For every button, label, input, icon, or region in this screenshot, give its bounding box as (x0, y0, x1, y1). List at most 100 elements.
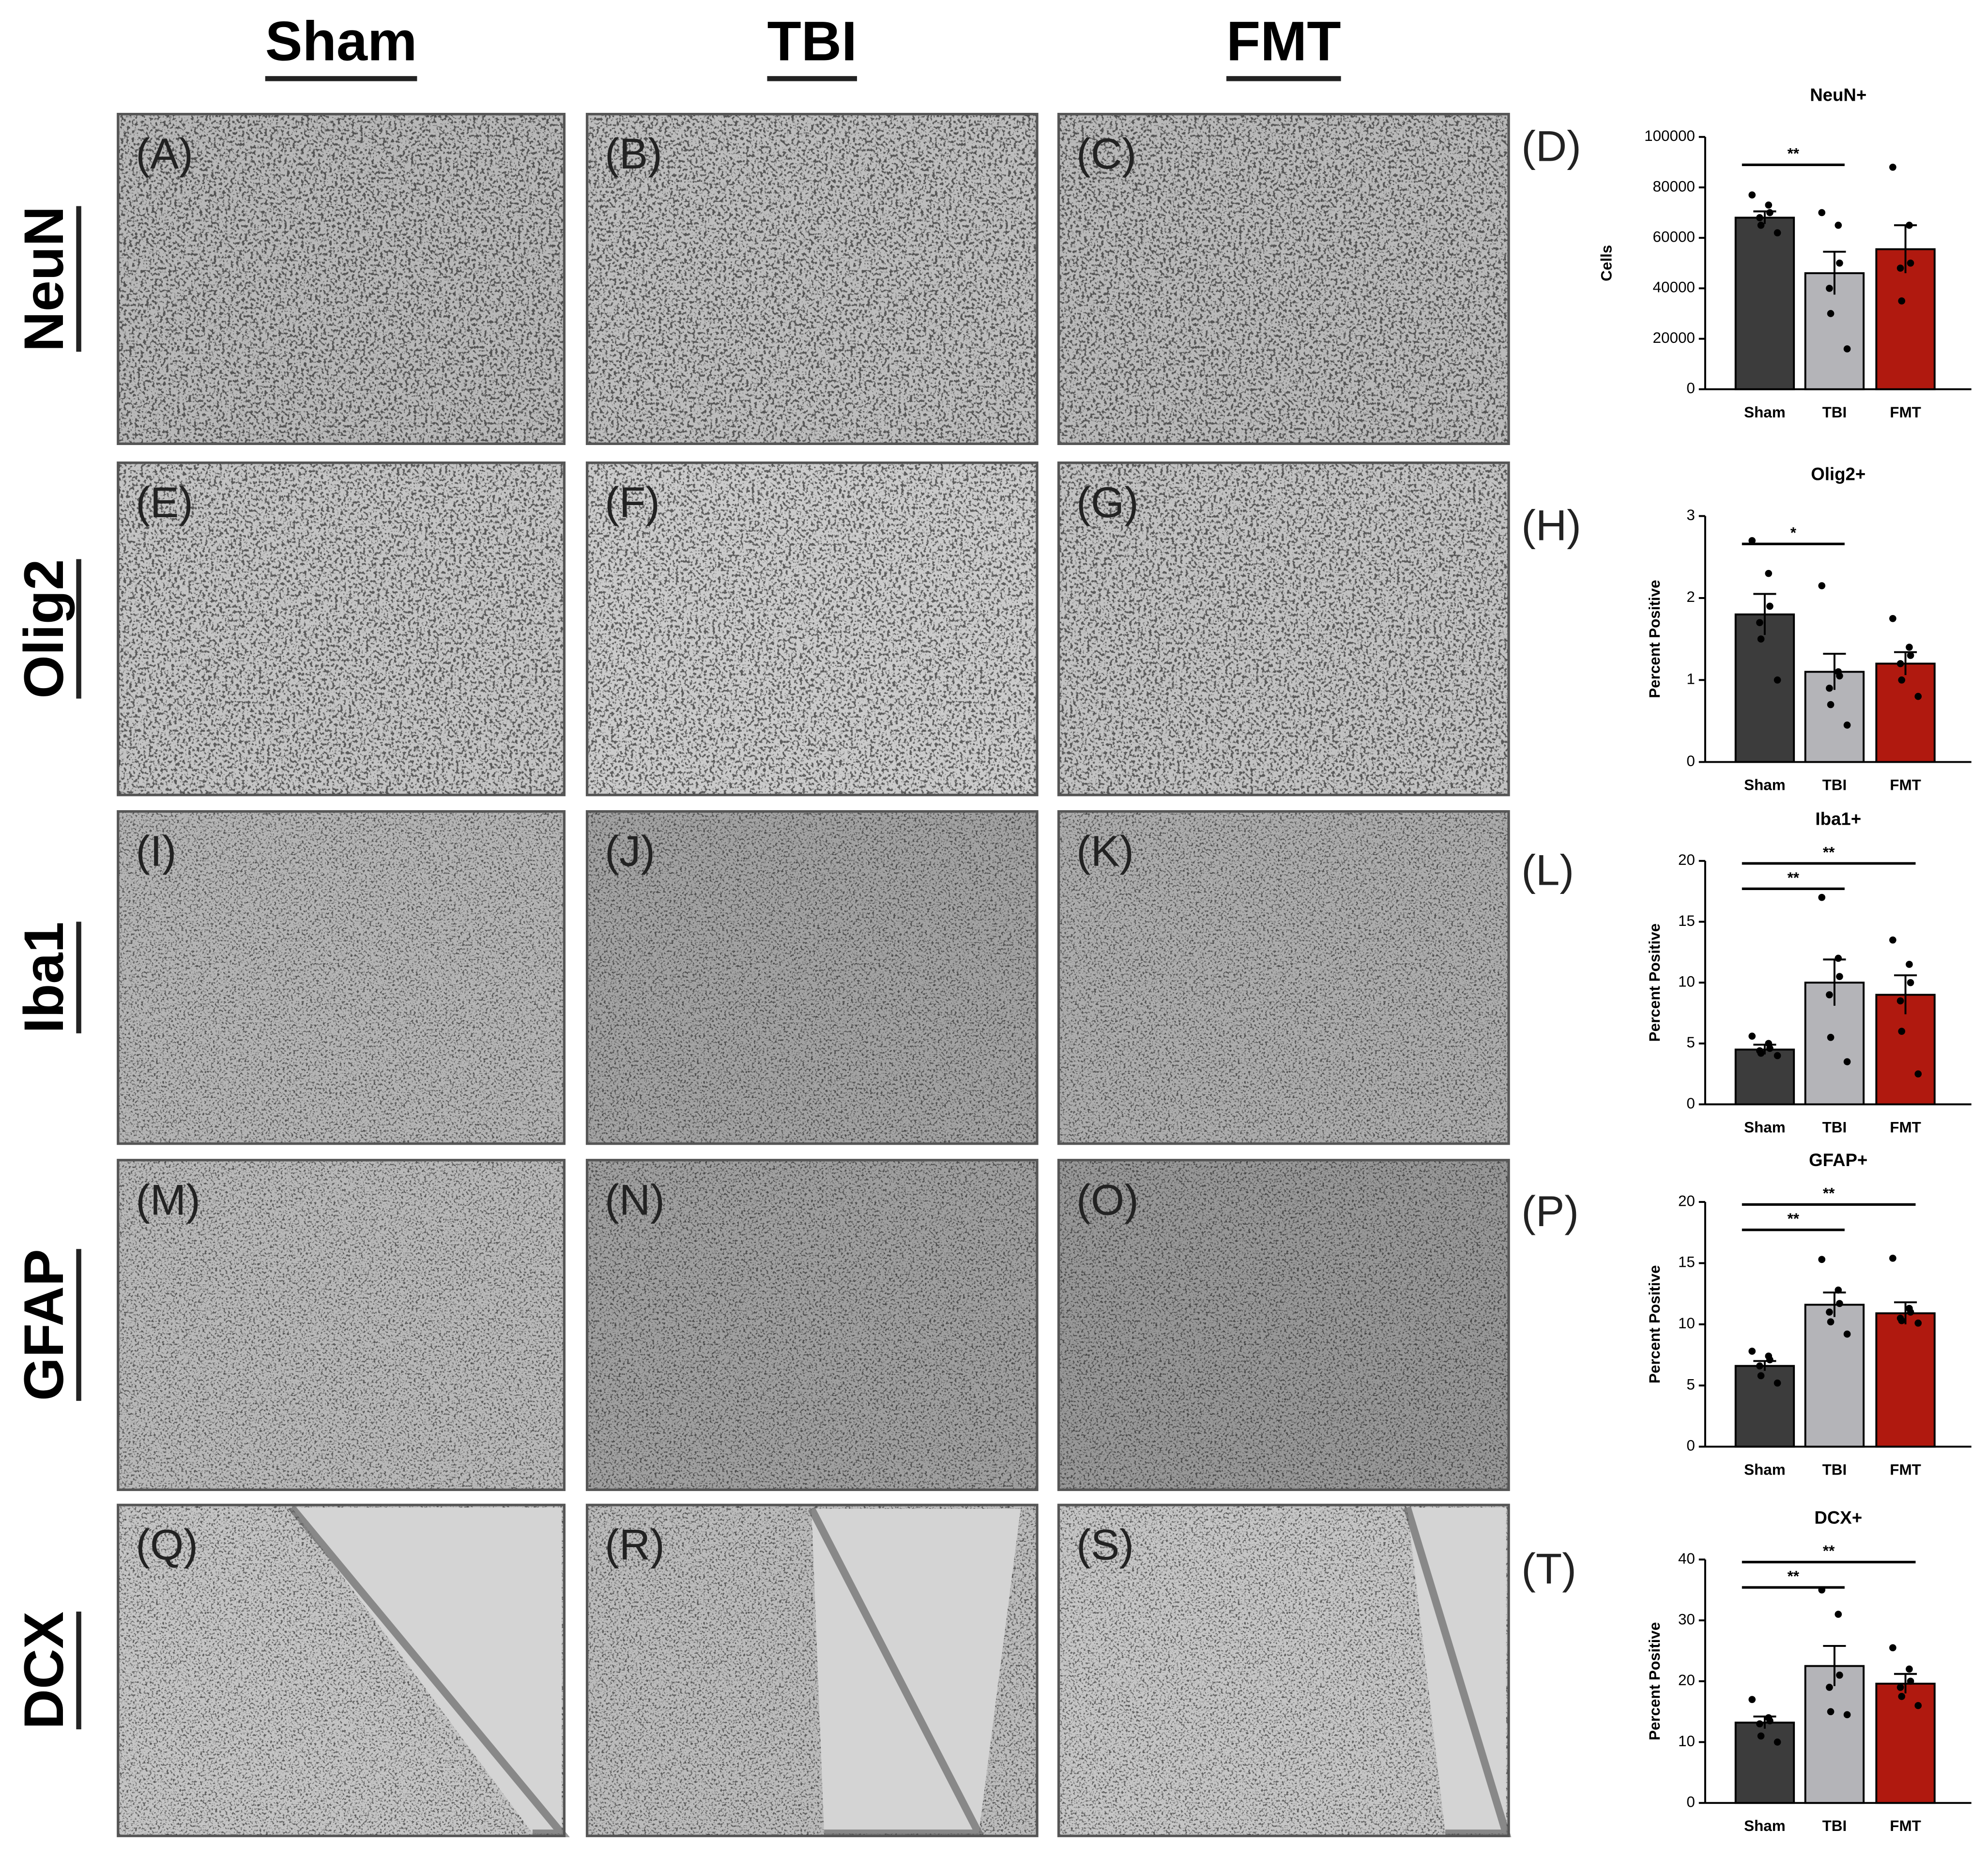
data-point (1818, 893, 1826, 901)
data-point (1757, 1372, 1765, 1380)
y-tick-label: 5 (1686, 1376, 1695, 1393)
error-bar (1753, 593, 1776, 635)
error-bar (1823, 250, 1846, 295)
x-tick-label: FMT (1890, 1461, 1921, 1478)
column-header: FMT (1226, 11, 1341, 73)
panel-letter: (G) (1076, 478, 1139, 526)
data-point (1757, 1049, 1765, 1057)
panel-letter: (C) (1076, 129, 1136, 178)
data-point (1914, 1319, 1922, 1327)
row-label: NeuN (13, 206, 81, 352)
row-label: Iba1 (13, 922, 81, 1033)
data-point (1898, 1028, 1906, 1035)
panel-letter: (B) (605, 129, 662, 178)
data-point (1766, 602, 1774, 610)
error-bar (1823, 653, 1846, 690)
data-point (1757, 1732, 1765, 1740)
data-point (1907, 259, 1914, 267)
y-tick-label: 0 (1686, 1437, 1695, 1454)
data-point (1907, 1677, 1914, 1685)
data-point (1748, 1696, 1756, 1703)
y-tick-label: 10 (1678, 973, 1695, 990)
data-point (1896, 264, 1904, 272)
data-point (1843, 1058, 1851, 1065)
data-point (1889, 1255, 1896, 1262)
error-bar (1894, 1301, 1917, 1324)
y-tick-label: 30 (1678, 1611, 1695, 1628)
data-point (1766, 1356, 1774, 1364)
bar (1734, 1722, 1795, 1804)
micrograph-texture (588, 1161, 1036, 1489)
data-point (1898, 676, 1906, 684)
data-point (1818, 209, 1826, 216)
significance-label: ** (1788, 145, 1800, 162)
data-point (1889, 1644, 1896, 1652)
y-tick-label: 0 (1686, 380, 1695, 397)
panel-letter: (J) (605, 827, 655, 875)
micrograph-texture (588, 813, 1036, 1143)
chart-title: Olig2+ (1811, 464, 1866, 484)
ventricle (811, 1508, 1021, 1834)
y-axis-label: Percent Positive (1646, 1622, 1663, 1740)
y-tick-label: 10 (1678, 1733, 1695, 1750)
bar (1734, 216, 1795, 390)
data-point (1756, 1720, 1763, 1728)
x-tick-label: FMT (1890, 404, 1921, 421)
y-axis-label: Percent Positive (1646, 1265, 1663, 1383)
row-label-text: Iba1 (13, 922, 75, 1033)
micrograph-texture (119, 115, 563, 443)
row-label: GFAP (13, 1249, 81, 1401)
data-point (1748, 537, 1756, 544)
y-tick-label: 0 (1686, 1793, 1695, 1810)
micrograph-texture (1060, 1161, 1508, 1489)
x-tick-label: TBI (1822, 1817, 1847, 1834)
error-bar (1823, 1291, 1846, 1317)
data-point (1889, 163, 1896, 171)
y-tick-label: 40 (1678, 1550, 1695, 1567)
row-label: Olig2 (13, 559, 81, 699)
data-point (1843, 1711, 1851, 1719)
data-point (1907, 1308, 1914, 1316)
data-point (1836, 259, 1843, 267)
row-label-text: DCX (13, 1612, 75, 1729)
data-point (1836, 1671, 1843, 1679)
row-label-text: Olig2 (13, 559, 75, 699)
panel-letter: (M) (136, 1175, 200, 1224)
bar (1804, 1665, 1865, 1804)
y-tick-label: 20000 (1653, 329, 1695, 346)
y-axis-label: Cells (1598, 245, 1615, 281)
column-header: Sham (265, 11, 417, 73)
y-tick-label: 2 (1686, 588, 1695, 605)
tissue-edge (808, 1507, 985, 1837)
y-tick-label: 20 (1678, 1672, 1695, 1689)
data-point (1827, 1708, 1835, 1715)
y-axis-label: Percent Positive (1646, 923, 1663, 1042)
micrograph-texture (588, 464, 1036, 794)
error-bar (1823, 958, 1846, 1006)
panel-letter: (F) (605, 478, 660, 526)
data-point (1906, 961, 1913, 968)
y-tick-label: 3 (1686, 507, 1695, 523)
row-label-text: NeuN (13, 206, 75, 352)
x-tick-label: TBI (1822, 404, 1847, 421)
data-point (1827, 1033, 1835, 1041)
data-point (1748, 1348, 1756, 1355)
y-tick-label: 10 (1678, 1315, 1695, 1332)
bar (1875, 662, 1936, 763)
x-tick-label: TBI (1822, 777, 1847, 794)
x-tick-label: Sham (1744, 777, 1786, 794)
data-point (1818, 582, 1826, 589)
x-tick-label: FMT (1890, 1119, 1921, 1136)
data-point (1766, 1717, 1774, 1724)
significance-label: ** (1823, 1185, 1835, 1202)
x-tick-label: Sham (1744, 1119, 1786, 1136)
y-tick-label: 60000 (1653, 228, 1695, 245)
panel-letter: (E) (136, 478, 193, 526)
chart-title: GFAP+ (1809, 1150, 1867, 1170)
bar (1734, 1048, 1795, 1106)
data-point (1896, 997, 1904, 1005)
data-point (1896, 660, 1904, 667)
error-bar (1894, 651, 1917, 676)
y-tick-label: 15 (1678, 1254, 1695, 1271)
